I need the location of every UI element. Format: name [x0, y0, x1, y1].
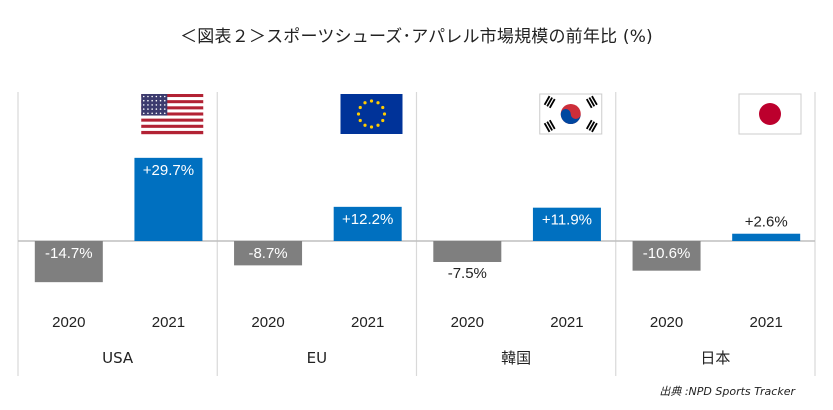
country-label: EU [307, 349, 327, 367]
data-label: +29.7% [143, 162, 194, 179]
bar-EU-2021 [333, 206, 402, 241]
usa-flag-icon [141, 94, 204, 135]
year-tick-label: 2021 [550, 314, 583, 331]
year-tick-label: 2020 [52, 314, 85, 331]
chart-title: ＜図表２＞スポーツシューズ･アパレル市場規模の前年比 (%) [180, 27, 653, 47]
japan-flag-icon [738, 93, 802, 135]
data-label: -7.5% [448, 265, 487, 282]
country-label: 日本 [700, 349, 730, 367]
year-tick-label: 2021 [351, 314, 384, 331]
bar-USA-2021 [134, 157, 203, 241]
source-note: 出典 :NPD Sports Tracker [659, 385, 795, 398]
bar-日本-2020 [632, 241, 701, 271]
year-tick-label: 2021 [152, 314, 185, 331]
bar-EU-2020 [234, 241, 303, 266]
data-label: +2.6% [745, 214, 788, 231]
bar-日本-2021 [732, 233, 801, 241]
data-label: -14.7% [45, 245, 93, 262]
eu-flag-icon [340, 94, 403, 134]
year-tick-label: 2021 [749, 314, 782, 331]
data-label: -8.7% [248, 245, 287, 262]
country-label: 韓国 [501, 349, 531, 367]
korea-flag-icon [539, 93, 603, 135]
bar-韓国-2020 [433, 241, 502, 262]
bar-USA-2020 [34, 241, 103, 283]
year-tick-label: 2020 [650, 314, 683, 331]
data-label: -10.6% [643, 245, 691, 262]
country-label: USA [102, 349, 134, 367]
data-label: +11.9% [542, 212, 592, 229]
year-tick-label: 2020 [251, 314, 284, 331]
year-tick-label: 2020 [451, 314, 484, 331]
data-label: +12.2% [342, 211, 393, 228]
bar-韓国-2021 [532, 207, 601, 241]
